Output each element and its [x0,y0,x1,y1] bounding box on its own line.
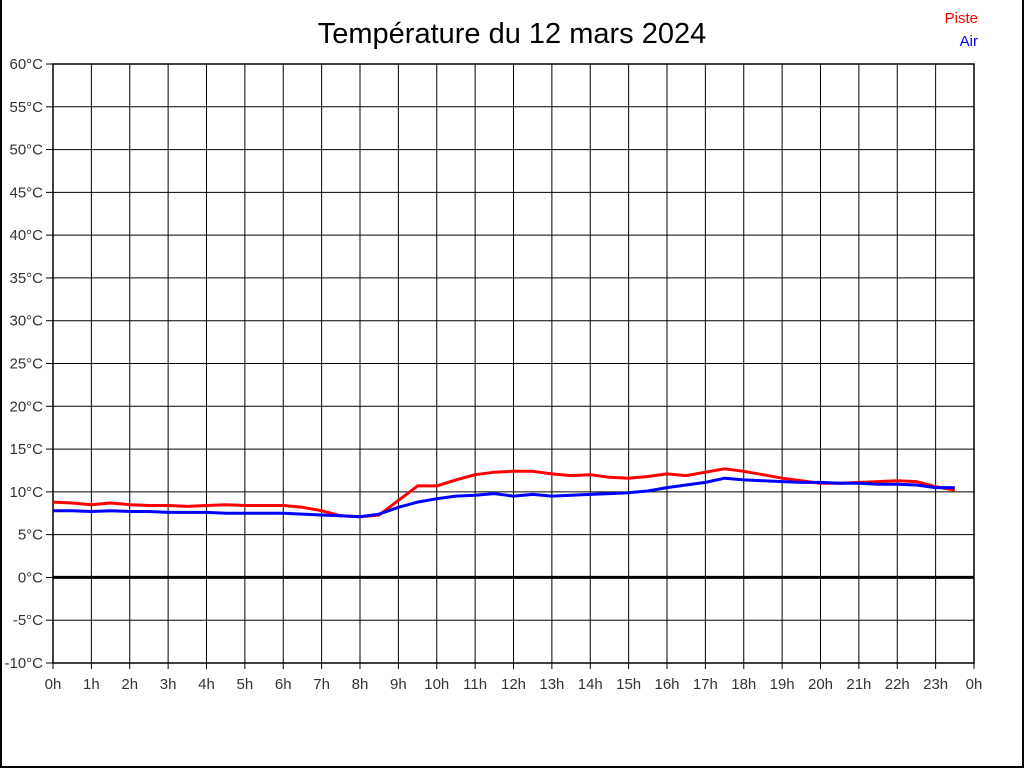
y-axis-label: 10°C [9,484,43,501]
x-axis-label: 0h [45,676,62,693]
y-axis-label: 0°C [18,569,43,586]
x-axis-label: 7h [313,676,330,693]
x-axis-label: 16h [654,676,679,693]
y-axis-label: 35°C [9,270,43,287]
y-axis-label: -5°C [13,612,43,629]
piste-line [52,467,956,519]
x-axis-label: 15h [616,676,641,693]
y-axis-label: 20°C [9,398,43,415]
x-axis-label: 5h [237,676,254,693]
x-axis-label: 10h [424,676,449,693]
x-axis-label: 6h [275,676,292,693]
x-axis-label: 18h [731,676,756,693]
y-axis-label: 55°C [9,99,43,116]
x-axis-label: 0h [966,676,983,693]
x-axis-label: 20h [808,676,833,693]
x-axis-label: 17h [693,676,718,693]
x-axis-label: 13h [539,676,564,693]
x-axis-label: 12h [501,676,526,693]
y-axis-label: 5°C [18,527,43,544]
legend-item-piste: Piste [944,10,978,27]
x-axis-label: 8h [352,676,369,693]
y-axis-label: 25°C [9,356,43,373]
chart-title: Température du 12 mars 2024 [317,18,707,50]
chart-legend: Piste Air [945,10,978,56]
x-axis-label: 19h [770,676,795,693]
y-axis-label: 45°C [9,184,43,201]
y-axis-label: 50°C [9,142,43,159]
y-axis-tick-labels: 60°C 55°C 50°C 45°C 40°C 35°C 30°C 25°C 20°C 15°C… [4,56,53,672]
x-axis-label: 4h [198,676,215,693]
x-axis-label: 21h [846,676,871,693]
air-line [53,476,955,519]
x-axis-label: 14h [578,676,603,693]
x-axis-label: 23h [923,676,948,693]
x-axis-label: 2h [121,676,138,693]
x-axis-label: 11h [463,676,487,693]
y-axis-label: 15°C [9,441,43,458]
x-axis-label: 9h [390,676,407,693]
x-axis-label: 22h [885,676,910,693]
x-axis-tick-labels: 0h 1h 2h 3h 4h 5h 6h 7h 8h 9h 10h 11h 12h 13h 14h 15h 16… [45,663,983,693]
y-axis-label: 60°C [9,56,43,73]
y-axis-label: 40°C [9,227,43,244]
x-axis-label: 1h [83,676,100,693]
y-axis-label: -10°C [4,655,43,672]
y-axis-label: 30°C [9,313,43,330]
legend-item-air: Air [959,33,978,50]
x-axis-label: 3h [160,676,177,693]
